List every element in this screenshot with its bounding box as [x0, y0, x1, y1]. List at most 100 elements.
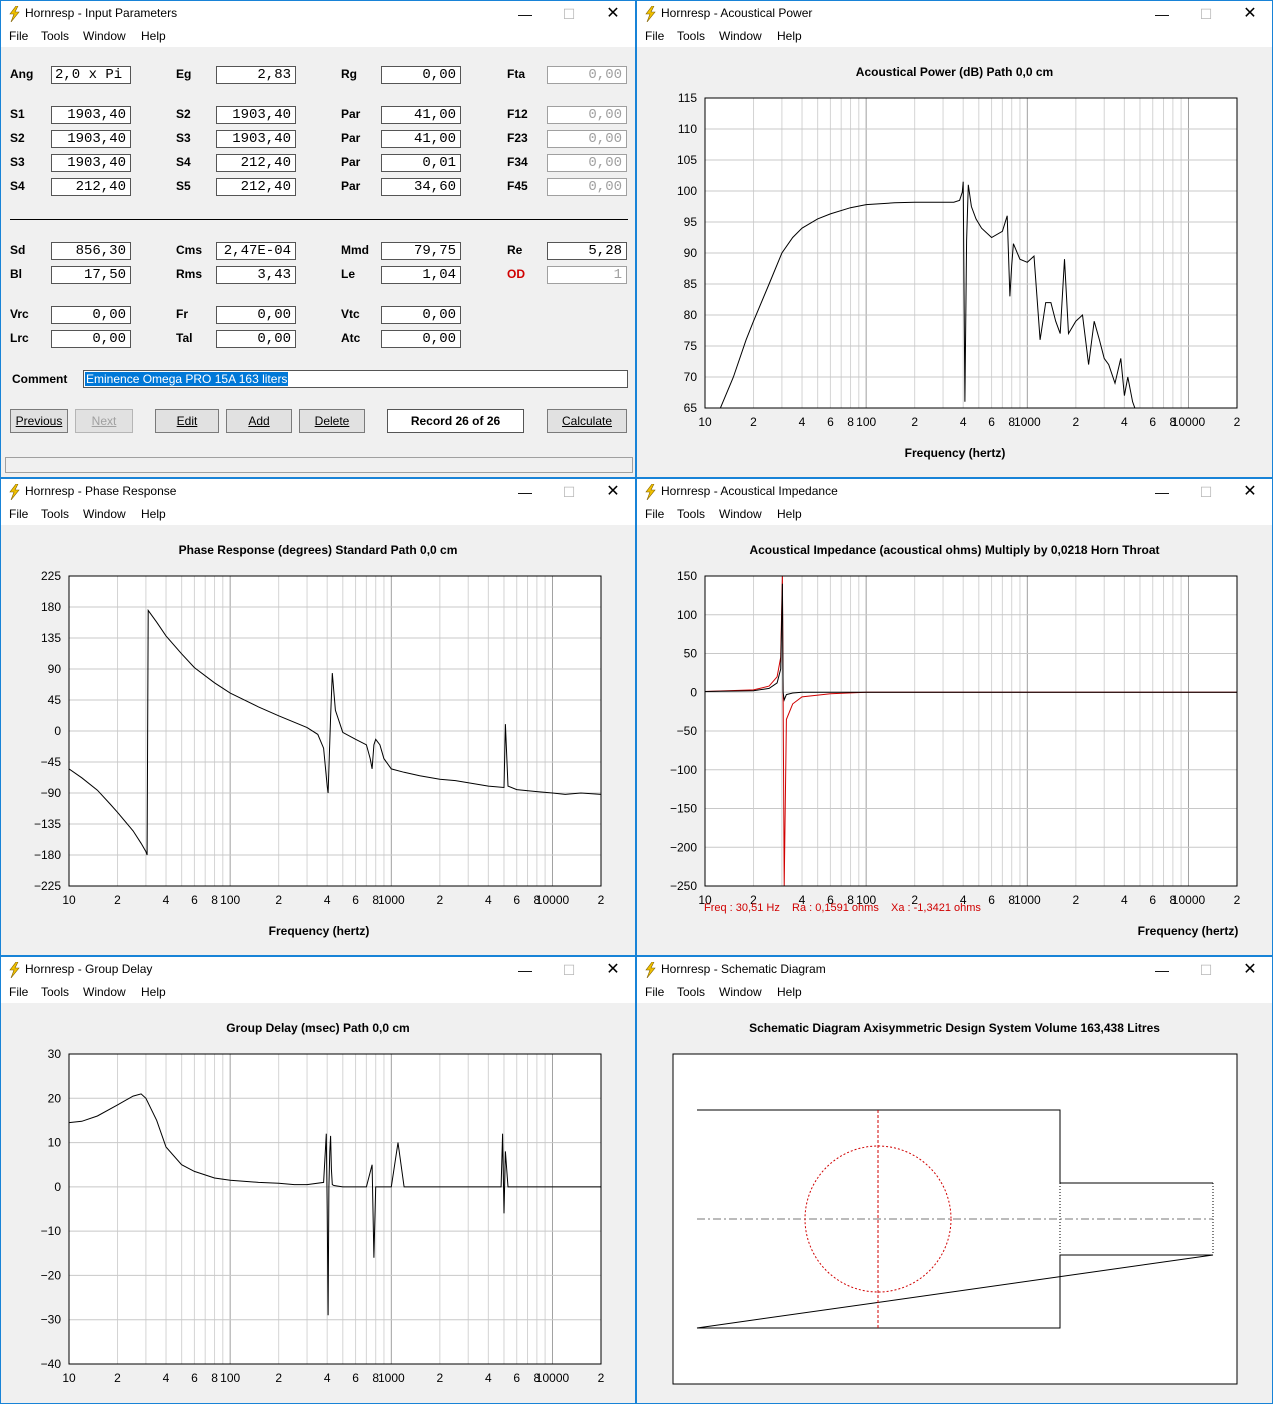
param-field-od[interactable]: 1	[547, 266, 627, 284]
title-bar[interactable]: Hornresp - Phase Response — ☐ ✕	[1, 479, 635, 505]
menu-window[interactable]: Window	[719, 507, 762, 521]
param-label: OD	[507, 267, 525, 281]
param-field-f12[interactable]: 0,00	[547, 106, 627, 124]
title-bar[interactable]: Hornresp - Schematic Diagram — ☐ ✕	[637, 957, 1272, 983]
param-field-par[interactable]: 41,00	[381, 106, 461, 124]
param-field-f45[interactable]: 0,00	[547, 178, 627, 196]
edit-button[interactable]: Edit	[155, 409, 219, 433]
schematic-diagram-window: Hornresp - Schematic Diagram — ☐ ✕ File …	[636, 956, 1273, 1404]
title-bar[interactable]: Hornresp - Acoustical Impedance — ☐ ✕	[637, 479, 1272, 505]
minimize-button[interactable]: —	[518, 6, 532, 22]
menu-window[interactable]: Window	[83, 507, 126, 521]
close-button[interactable]: ✕	[606, 483, 620, 500]
minimize-button[interactable]: —	[1155, 484, 1169, 500]
param-field-vtc[interactable]: 0,00	[381, 306, 461, 324]
param-field-f23[interactable]: 0,00	[547, 130, 627, 148]
param-field-s3[interactable]: 1903,40	[216, 130, 296, 148]
param-field-le[interactable]: 1,04	[381, 266, 461, 284]
menu-help[interactable]: Help	[777, 507, 802, 521]
menu-file[interactable]: File	[9, 507, 29, 521]
minimize-button[interactable]: —	[1155, 962, 1169, 978]
menu-file[interactable]: File	[645, 985, 665, 999]
title-bar[interactable]: Hornresp - Input Parameters — ☐ ✕	[1, 1, 635, 27]
menu-tools[interactable]: Tools	[41, 507, 70, 521]
param-field-cms[interactable]: 2,47E-04	[216, 242, 296, 260]
menu-window[interactable]: Window	[719, 29, 762, 43]
title-bar[interactable]: Hornresp - Group Delay — ☐ ✕	[1, 957, 635, 983]
param-field-s1[interactable]: 1903,40	[51, 106, 131, 124]
minimize-button[interactable]: —	[518, 962, 532, 978]
close-button[interactable]: ✕	[606, 961, 620, 978]
menu-tools[interactable]: Tools	[41, 985, 70, 999]
menu-file[interactable]: File	[9, 29, 29, 43]
close-button[interactable]: ✕	[1243, 5, 1257, 22]
menu-file[interactable]: File	[645, 29, 665, 43]
menu-tools[interactable]: Tools	[41, 29, 70, 43]
param-label: Eg	[176, 67, 192, 81]
menu-tools[interactable]: Tools	[677, 985, 706, 999]
menu-file[interactable]: File	[9, 985, 29, 999]
param-field-s3[interactable]: 1903,40	[51, 154, 131, 172]
series-line	[719, 181, 1136, 408]
param-field-eg[interactable]: 2,83	[216, 66, 296, 84]
menu-window[interactable]: Window	[83, 29, 126, 43]
maximize-button[interactable]: ☐	[1199, 484, 1213, 500]
param-field-s2[interactable]: 1903,40	[216, 106, 296, 124]
param-field-sd[interactable]: 856,30	[51, 242, 131, 260]
param-field-lrc[interactable]: 0,00	[51, 330, 131, 348]
param-label: Atc	[341, 331, 361, 345]
title-bar[interactable]: Hornresp - Acoustical Power — ☐ ✕	[637, 1, 1272, 27]
param-field-s2[interactable]: 1903,40	[51, 130, 131, 148]
param-field-s5[interactable]: 212,40	[216, 178, 296, 196]
maximize-button[interactable]: ☐	[1199, 6, 1213, 22]
param-field-vrc[interactable]: 0,00	[51, 306, 131, 324]
param-field-ang[interactable]: 2,0 x Pi	[51, 66, 131, 84]
menu-help[interactable]: Help	[141, 985, 166, 999]
hornresp-logo-icon	[9, 962, 20, 978]
next-button[interactable]: Next	[75, 409, 133, 433]
menu-help[interactable]: Help	[141, 29, 166, 43]
calculate-button[interactable]: Calculate	[547, 409, 627, 433]
maximize-button[interactable]: ☐	[562, 962, 576, 978]
param-field-par[interactable]: 34,60	[381, 178, 461, 196]
maximize-button[interactable]: ☐	[1199, 962, 1213, 978]
param-field-fr[interactable]: 0,00	[216, 306, 296, 324]
param-field-re[interactable]: 5,28	[547, 242, 627, 260]
close-button[interactable]: ✕	[1243, 483, 1257, 500]
menu-help[interactable]: Help	[777, 985, 802, 999]
param-field-s4[interactable]: 212,40	[51, 178, 131, 196]
param-label: S3	[10, 155, 25, 169]
param-field-fta[interactable]: 0,00	[547, 66, 627, 84]
menu-window[interactable]: Window	[83, 985, 126, 999]
minimize-button[interactable]: —	[518, 484, 532, 500]
menu-window[interactable]: Window	[719, 985, 762, 999]
x-tick-label: 8	[847, 415, 854, 429]
minimize-button[interactable]: —	[1155, 6, 1169, 22]
param-field-par[interactable]: 41,00	[381, 130, 461, 148]
add-button[interactable]: Add	[226, 409, 292, 433]
menu-help[interactable]: Help	[777, 29, 802, 43]
y-tick-label: 225	[41, 569, 61, 583]
menu-file[interactable]: File	[645, 507, 665, 521]
param-field-rms[interactable]: 3,43	[216, 266, 296, 284]
maximize-button[interactable]: ☐	[562, 484, 576, 500]
close-button[interactable]: ✕	[606, 5, 620, 22]
param-field-par[interactable]: 0,01	[381, 154, 461, 172]
delete-button[interactable]: Delete	[299, 409, 365, 433]
menu-help[interactable]: Help	[141, 507, 166, 521]
param-field-rg[interactable]: 0,00	[381, 66, 461, 84]
param-field-bl[interactable]: 17,50	[51, 266, 131, 284]
close-button[interactable]: ✕	[1243, 961, 1257, 978]
menu-tools[interactable]: Tools	[677, 507, 706, 521]
menu-tools[interactable]: Tools	[677, 29, 706, 43]
param-field-mmd[interactable]: 79,75	[381, 242, 461, 260]
x-tick-label: 1000	[378, 893, 405, 907]
maximize-button[interactable]: ☐	[562, 6, 576, 22]
param-field-atc[interactable]: 0,00	[381, 330, 461, 348]
param-field-tal[interactable]: 0,00	[216, 330, 296, 348]
param-field-f34[interactable]: 0,00	[547, 154, 627, 172]
previous-button[interactable]: Previous	[10, 409, 68, 433]
comment-input[interactable]: Eminence Omega PRO 15A 163 liters	[83, 370, 628, 388]
x-tick-label: 8	[1008, 893, 1015, 907]
param-field-s4[interactable]: 212,40	[216, 154, 296, 172]
